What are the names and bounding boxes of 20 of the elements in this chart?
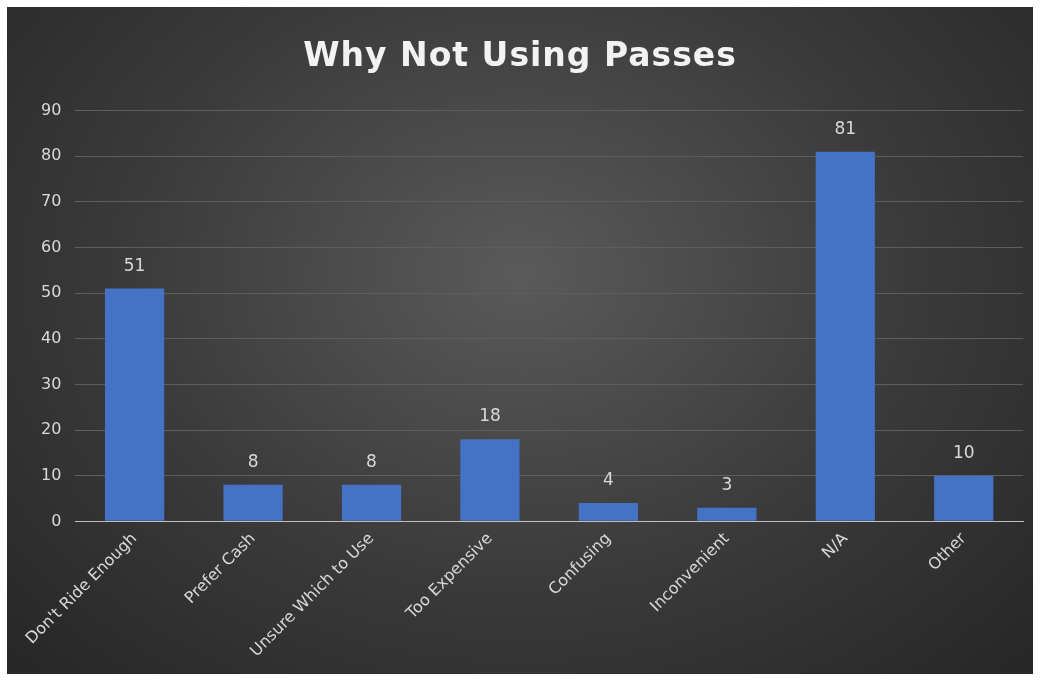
y-tick-label: 40 [41, 327, 62, 347]
data-label: 3 [721, 473, 733, 494]
data-label: 51 [123, 254, 146, 275]
data-label: 8 [366, 450, 377, 471]
y-tick-label: 60 [41, 236, 62, 256]
y-tick-label: 20 [41, 419, 62, 439]
y-tick-label: 90 [41, 99, 62, 119]
y-tick-label: 10 [41, 464, 62, 484]
y-tick-label: 50 [41, 282, 62, 302]
y-tick-label: 70 [41, 191, 62, 211]
data-label: 18 [479, 405, 501, 426]
data-label: 4 [602, 469, 614, 490]
data-label: 8 [247, 450, 259, 471]
x-tick-label: N/A [817, 528, 852, 562]
y-tick-label: 0 [51, 510, 62, 530]
chart-title: Why Not Using Passes [302, 35, 738, 74]
y-tick-label: 80 [41, 145, 62, 165]
data-label: 81 [834, 117, 857, 138]
data-label: 10 [952, 441, 975, 462]
y-tick-label: 30 [41, 373, 62, 393]
